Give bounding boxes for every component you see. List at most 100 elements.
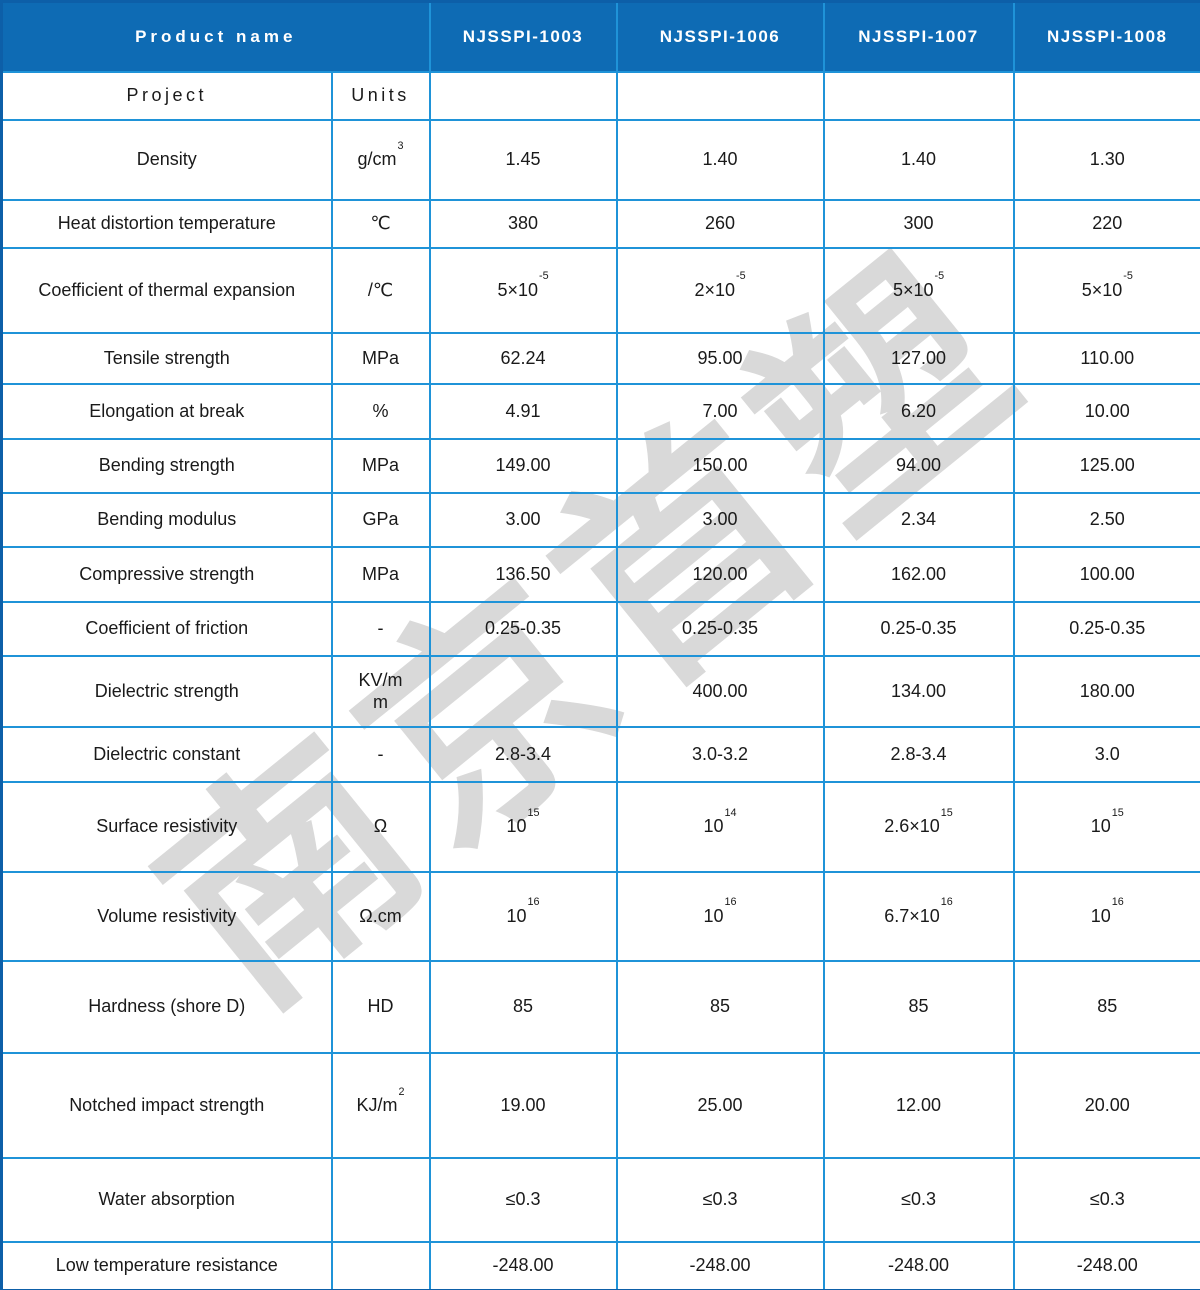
value-cell: 85	[822, 959, 1015, 1054]
value-cell: 25.00	[615, 1051, 825, 1159]
unit-cell: ℃	[330, 198, 431, 249]
product-name-header: Product name	[0, 0, 431, 73]
value-cell: 300	[822, 198, 1015, 249]
value-cell	[428, 654, 618, 728]
value-cell: -248.00	[1012, 1240, 1200, 1290]
property-name: Dielectric constant	[0, 725, 333, 783]
value-cell: 85	[1012, 959, 1200, 1054]
value-cell: 6.7×1016	[822, 870, 1015, 962]
value-cell: 4.91	[428, 382, 618, 440]
value-cell: 95.00	[615, 331, 825, 385]
table-row: Notched impact strength KJ/m2 19.00 25.00 12…	[0, 1051, 1200, 1159]
value-cell: 1.40	[822, 118, 1015, 201]
table-row: Coefficient of thermal expansion/℃ 5×10-5…	[0, 246, 1200, 334]
property-name: Compressive strength	[0, 545, 333, 603]
property-name: Low temperature resistance	[0, 1240, 333, 1290]
unit-cell: HD	[330, 959, 431, 1054]
table-row: Coefficient of friction -0.25-0.35 0.25-0.…	[0, 600, 1200, 657]
table-row: Bending strength MPa 149.00 150.00 94.00 125.…	[0, 437, 1200, 494]
value-cell: 120.00	[615, 545, 825, 603]
empty-cell	[1012, 70, 1200, 121]
value-cell: 3.00	[615, 491, 825, 548]
value-cell: 2.8-3.4	[822, 725, 1015, 783]
empty-cell	[428, 70, 618, 121]
table-row: Low temperature resistance -248.00 -248.00…	[0, 1240, 1200, 1290]
value-cell: 127.00	[822, 331, 1015, 385]
value-cell: 1.45	[428, 118, 618, 201]
value-cell: 380	[428, 198, 618, 249]
unit-cell: KJ/m2	[330, 1051, 431, 1159]
value-cell: 2.34	[822, 491, 1015, 548]
value-cell: 3.00	[428, 491, 618, 548]
value-cell: 1.40	[615, 118, 825, 201]
table-row: Bending modulus GPa 3.00 3.00 2.34 2.50	[0, 491, 1200, 548]
value-cell: 0.25-0.35	[428, 600, 618, 657]
value-cell: 2.8-3.4	[428, 725, 618, 783]
table-row: Elongation at break% 4.91 7.00 6.20 10.00	[0, 382, 1200, 440]
units-label: Units	[330, 70, 431, 121]
subheader-row: Project Units	[0, 70, 1200, 121]
property-name: Tensile strength	[0, 331, 333, 385]
value-cell: 5×10-5	[428, 246, 618, 334]
unit-cell	[330, 1156, 431, 1243]
property-name: Hardness (shore D)	[0, 959, 333, 1054]
unit-cell: MPa	[330, 437, 431, 494]
property-name: Bending modulus	[0, 491, 333, 548]
property-name: Volume resistivity	[0, 870, 333, 962]
value-cell: -248.00	[822, 1240, 1015, 1290]
unit-cell: %	[330, 382, 431, 440]
value-cell: 3.0-3.2	[615, 725, 825, 783]
unit-cell: MPa	[330, 545, 431, 603]
value-cell: 3.0	[1012, 725, 1200, 783]
value-cell: 7.00	[615, 382, 825, 440]
table-row: Tensile strength MPa 62.24 95.00 127.00 110.0…	[0, 331, 1200, 385]
value-cell: 0.25-0.35	[822, 600, 1015, 657]
value-cell: 20.00	[1012, 1051, 1200, 1159]
value-cell: 85	[615, 959, 825, 1054]
unit-cell: MPa	[330, 331, 431, 385]
table-row: Heat distortion temperature ℃ 380 260 300 220	[0, 198, 1200, 249]
product-column-header-1003: NJSSPI-1003	[428, 0, 618, 73]
value-cell: 260	[615, 198, 825, 249]
value-cell: 136.50	[428, 545, 618, 603]
value-cell: 19.00	[428, 1051, 618, 1159]
value-cell: 149.00	[428, 437, 618, 494]
value-cell: 62.24	[428, 331, 618, 385]
property-name: Water absorption	[0, 1156, 333, 1243]
value-cell: 94.00	[822, 437, 1015, 494]
value-cell: 2.6×1015	[822, 780, 1015, 873]
property-name: Heat distortion temperature	[0, 198, 333, 249]
property-name: Bending strength	[0, 437, 333, 494]
unit-cell: g/cm3	[330, 118, 431, 201]
value-cell: 125.00	[1012, 437, 1200, 494]
value-cell: 110.00	[1012, 331, 1200, 385]
value-cell: 400.00	[615, 654, 825, 728]
value-cell: 100.00	[1012, 545, 1200, 603]
product-column-header-1008: NJSSPI-1008	[1012, 0, 1200, 73]
property-name: Coefficient of friction	[0, 600, 333, 657]
value-cell: 1016	[1012, 870, 1200, 962]
product-column-header-1007: NJSSPI-1007	[822, 0, 1015, 73]
table-row: Compressive strength MPa 136.50 120.00 162.0…	[0, 545, 1200, 603]
value-cell: 1015	[428, 780, 618, 873]
value-cell: 150.00	[615, 437, 825, 494]
property-name: Coefficient of thermal expansion	[0, 246, 333, 334]
value-cell: 10.00	[1012, 382, 1200, 440]
value-cell: ≤0.3	[1012, 1156, 1200, 1243]
table-row: Dielectric strength KV/m m 400.00 134.00 180.…	[0, 654, 1200, 728]
value-cell: 5×10-5	[822, 246, 1015, 334]
value-cell: 162.00	[822, 545, 1015, 603]
unit-cell: Ω.cm	[330, 870, 431, 962]
table-row: Hardness (shore D) HD 85 85 85 85	[0, 959, 1200, 1054]
value-cell: -248.00	[428, 1240, 618, 1290]
property-name: Notched impact strength	[0, 1051, 333, 1159]
unit-cell: KV/m m	[330, 654, 431, 728]
value-cell: 1016	[428, 870, 618, 962]
value-cell: 134.00	[822, 654, 1015, 728]
table-row: Surface resistivity Ω 1015 1014 2.6×1015 1015	[0, 780, 1200, 873]
value-cell: ≤0.3	[822, 1156, 1015, 1243]
header-row: Product name NJSSPI-1003 NJSSPI-1006 NJS…	[0, 0, 1200, 73]
product-column-header-1006: NJSSPI-1006	[615, 0, 825, 73]
table-body: Project Units Density g/cm3 1.45 1.40 1.40 1.…	[0, 70, 1200, 1290]
